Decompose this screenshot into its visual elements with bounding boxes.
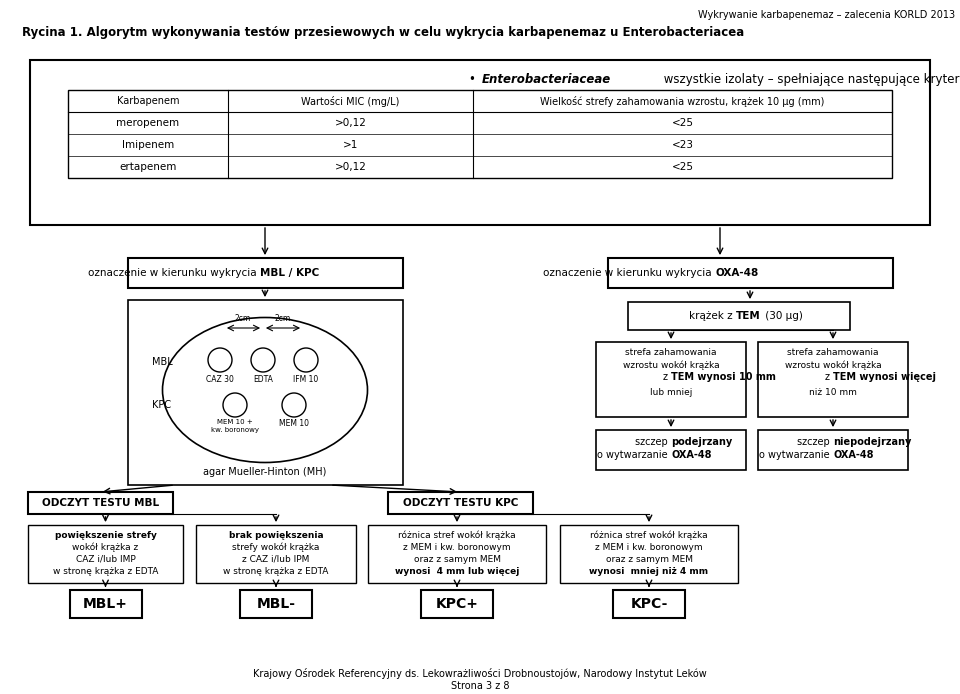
Text: o wytwarzanie: o wytwarzanie: [597, 450, 671, 460]
Text: oznaczenie w kierunku wykrycia: oznaczenie w kierunku wykrycia: [543, 268, 715, 278]
FancyBboxPatch shape: [69, 590, 141, 618]
Text: MEM 10: MEM 10: [279, 419, 309, 428]
FancyBboxPatch shape: [758, 342, 908, 417]
Text: CAZ 30: CAZ 30: [206, 375, 234, 384]
FancyBboxPatch shape: [560, 525, 738, 583]
Text: KPC+: KPC+: [436, 597, 478, 611]
Text: Enterobacteriaceae: Enterobacteriaceae: [482, 73, 612, 86]
Text: meropenem: meropenem: [116, 118, 180, 128]
Text: ODCZYT TESTU KPC: ODCZYT TESTU KPC: [403, 498, 518, 508]
Text: Imipenem: Imipenem: [122, 140, 174, 150]
Text: oraz z samym MEM: oraz z samym MEM: [606, 555, 692, 564]
Text: wynosi  mniej niż 4 mm: wynosi mniej niż 4 mm: [589, 567, 708, 576]
Text: TEM: TEM: [736, 311, 760, 321]
Text: TEM wynosi 10 mm: TEM wynosi 10 mm: [671, 372, 776, 382]
Text: >1: >1: [343, 140, 358, 150]
FancyBboxPatch shape: [196, 525, 356, 583]
Text: <25: <25: [671, 118, 693, 128]
Text: MBL: MBL: [152, 357, 173, 367]
Text: kw. boronowy: kw. boronowy: [211, 427, 259, 433]
Text: >0,12: >0,12: [335, 162, 367, 172]
FancyBboxPatch shape: [596, 430, 746, 470]
Text: z: z: [662, 372, 671, 382]
FancyBboxPatch shape: [613, 590, 685, 618]
Text: strefy wokół krążka: strefy wokół krążka: [232, 543, 320, 552]
Text: ertapenem: ertapenem: [119, 162, 177, 172]
Text: niż 10 mm: niż 10 mm: [809, 388, 857, 397]
Text: ODCZYT TESTU MBL: ODCZYT TESTU MBL: [42, 498, 159, 508]
FancyBboxPatch shape: [28, 525, 183, 583]
Text: KPC: KPC: [152, 400, 171, 410]
Text: oraz z samym MEM: oraz z samym MEM: [414, 555, 500, 564]
Text: szczep: szczep: [797, 437, 833, 447]
FancyBboxPatch shape: [28, 492, 173, 514]
Text: •: •: [469, 73, 480, 86]
FancyBboxPatch shape: [758, 430, 908, 470]
Text: TEM wynosi więcej: TEM wynosi więcej: [833, 372, 936, 382]
Text: Rycina 1. Algorytm wykonywania testów przesiewowych w celu wykrycia karbapenemaz: Rycina 1. Algorytm wykonywania testów pr…: [22, 26, 744, 39]
Text: z CAZ i/lub IPM: z CAZ i/lub IPM: [242, 555, 310, 564]
Text: EDTA: EDTA: [253, 375, 273, 384]
FancyBboxPatch shape: [368, 525, 546, 583]
Text: <25: <25: [671, 162, 693, 172]
Text: krążek z: krążek z: [689, 311, 736, 321]
Text: w stronę krążka z EDTA: w stronę krążka z EDTA: [224, 567, 328, 576]
Text: lub mniej: lub mniej: [650, 388, 692, 397]
Text: MEM 10 +: MEM 10 +: [217, 419, 252, 425]
Text: CAZ i/lub IMP: CAZ i/lub IMP: [76, 555, 135, 564]
Text: OXA-48: OXA-48: [715, 268, 758, 278]
Text: różnica stref wokół krążka: różnica stref wokół krążka: [590, 531, 708, 541]
Text: wzrostu wokół krążka: wzrostu wokół krążka: [623, 360, 719, 369]
Text: z MEM i kw. boronowym: z MEM i kw. boronowym: [403, 543, 511, 552]
Text: wynosi  4 mm lub więcej: wynosi 4 mm lub więcej: [395, 567, 519, 576]
Text: >0,12: >0,12: [335, 118, 367, 128]
Text: OXA-48: OXA-48: [671, 450, 711, 460]
Text: strefa zahamowania: strefa zahamowania: [787, 348, 878, 357]
FancyBboxPatch shape: [388, 492, 533, 514]
Text: Wielkość strefy zahamowania wzrostu, krążek 10 µg (mm): Wielkość strefy zahamowania wzrostu, krą…: [540, 96, 825, 106]
Text: różnica stref wokół krążka: różnica stref wokół krążka: [398, 531, 516, 541]
Text: OXA-48: OXA-48: [833, 450, 874, 460]
FancyBboxPatch shape: [30, 60, 930, 225]
Text: 2cm: 2cm: [235, 314, 252, 323]
Text: Karbapenem: Karbapenem: [117, 96, 180, 106]
Text: oznaczenie w kierunku wykrycia: oznaczenie w kierunku wykrycia: [88, 268, 260, 278]
FancyBboxPatch shape: [240, 590, 312, 618]
Text: MBL-: MBL-: [256, 597, 296, 611]
FancyBboxPatch shape: [608, 258, 893, 288]
Text: powiększenie strefy: powiększenie strefy: [55, 531, 156, 540]
Text: wzrostu wokół krążka: wzrostu wokół krążka: [784, 360, 881, 369]
Text: strefa zahamowania: strefa zahamowania: [625, 348, 717, 357]
Text: brak powiększenia: brak powiększenia: [228, 531, 324, 540]
Text: KPC-: KPC-: [631, 597, 668, 611]
Text: szczep: szczep: [636, 437, 671, 447]
FancyBboxPatch shape: [596, 342, 746, 417]
Text: Wykrywanie karbapenemaz – zalecenia KORLD 2013: Wykrywanie karbapenemaz – zalecenia KORL…: [698, 10, 955, 20]
Text: Wartości MIC (mg/L): Wartości MIC (mg/L): [301, 96, 399, 106]
Text: w stronę krążka z EDTA: w stronę krążka z EDTA: [53, 567, 158, 576]
Text: agar Mueller-Hinton (MH): agar Mueller-Hinton (MH): [204, 467, 326, 477]
FancyBboxPatch shape: [628, 302, 850, 330]
Text: z MEM i kw. boronowym: z MEM i kw. boronowym: [595, 543, 703, 552]
Text: o wytwarzanie: o wytwarzanie: [759, 450, 833, 460]
Text: wszystkie izolaty – spełniające następujące kryteria: wszystkie izolaty – spełniające następuj…: [660, 73, 960, 86]
Text: wokół krążka z: wokół krążka z: [72, 543, 138, 552]
FancyBboxPatch shape: [128, 258, 403, 288]
Text: MBL / KPC: MBL / KPC: [260, 268, 320, 278]
FancyBboxPatch shape: [128, 300, 403, 485]
Text: MBL+: MBL+: [84, 597, 128, 611]
Text: (30 µg): (30 µg): [762, 311, 803, 321]
FancyBboxPatch shape: [421, 590, 493, 618]
Text: IFM 10: IFM 10: [294, 375, 319, 384]
Text: podejrzany: podejrzany: [671, 437, 732, 447]
Text: 2cm: 2cm: [275, 314, 291, 323]
FancyBboxPatch shape: [68, 90, 892, 178]
Text: z: z: [825, 372, 833, 382]
Text: niepodejrzany: niepodejrzany: [833, 437, 911, 447]
Text: <23: <23: [671, 140, 693, 150]
Text: Krajowy Ośrodek Referencyjny ds. Lekowrażliwości Drobnoustojów, Narodowy Instytu: Krajowy Ośrodek Referencyjny ds. Lekowra…: [253, 668, 707, 691]
